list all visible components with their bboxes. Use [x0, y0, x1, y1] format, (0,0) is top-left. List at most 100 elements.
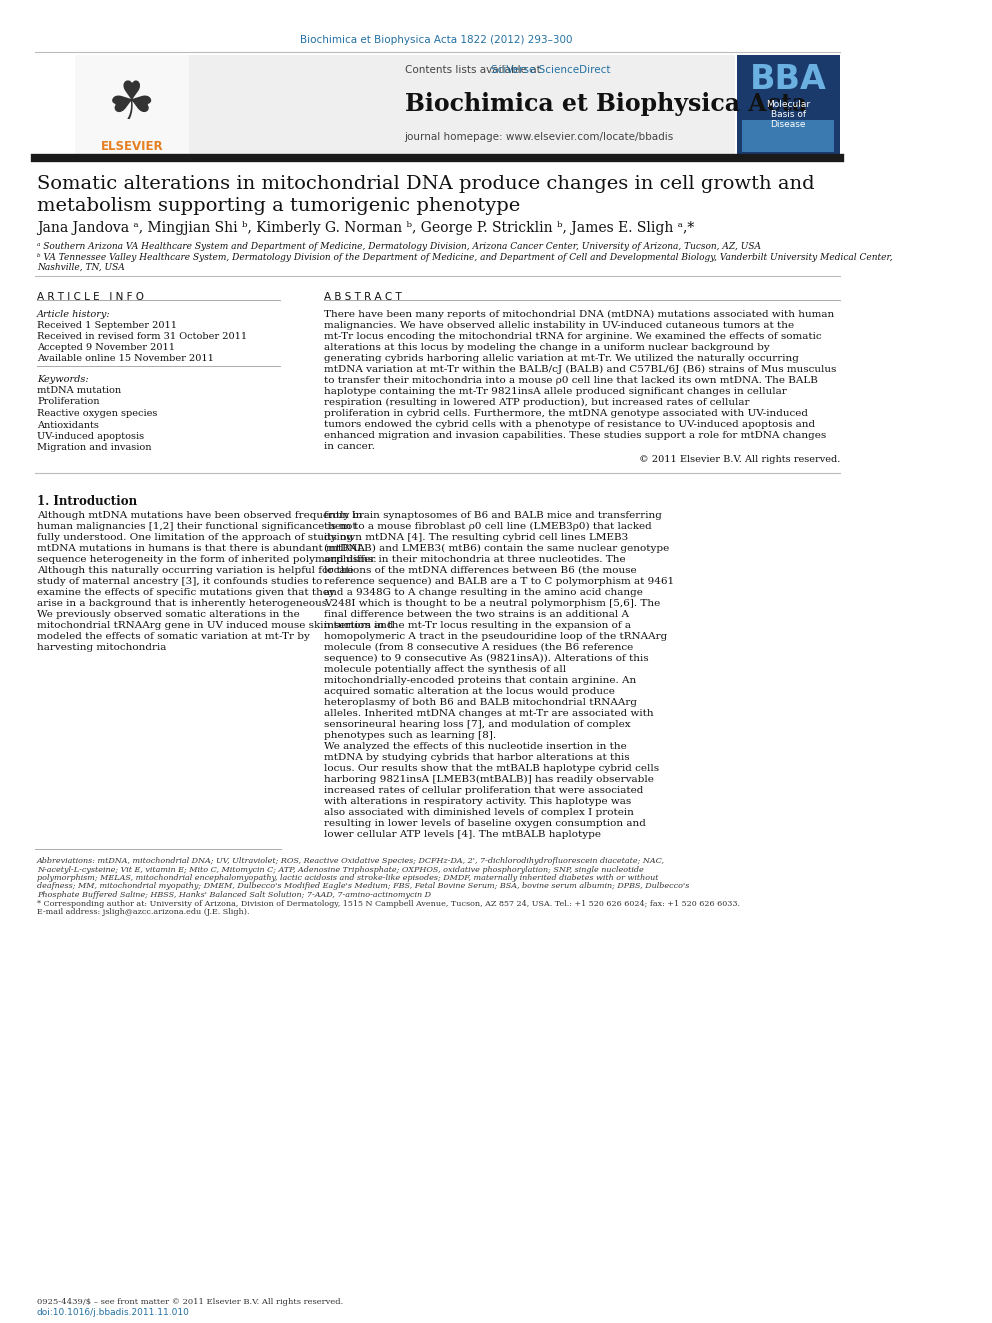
Text: Disease: Disease — [771, 120, 806, 130]
FancyBboxPatch shape — [74, 56, 189, 155]
Text: acquired somatic alteration at the locus would produce: acquired somatic alteration at the locus… — [323, 687, 615, 696]
Text: Received 1 September 2011: Received 1 September 2011 — [37, 321, 177, 329]
Text: human malignancies [1,2] their functional significance is not: human malignancies [1,2] their functiona… — [37, 523, 356, 531]
Text: molecule potentially affect the synthesis of all: molecule potentially affect the synthesi… — [323, 665, 565, 673]
Text: harboring 9821insA [LMEB3(mtBALB)] has readily observable: harboring 9821insA [LMEB3(mtBALB)] has r… — [323, 775, 654, 785]
Text: to transfer their mitochondria into a mouse ρ0 cell line that lacked its own mtD: to transfer their mitochondria into a mo… — [323, 376, 817, 385]
Text: molecule (from 8 consecutive A residues (the B6 reference: molecule (from 8 consecutive A residues … — [323, 643, 633, 652]
Text: There have been many reports of mitochondrial DNA (mtDNA) mutations associated w: There have been many reports of mitochon… — [323, 310, 834, 319]
Text: © 2011 Elsevier B.V. All rights reserved.: © 2011 Elsevier B.V. All rights reserved… — [639, 455, 840, 464]
Text: Migration and invasion: Migration and invasion — [37, 443, 152, 452]
Text: Although mtDNA mutations have been observed frequently in: Although mtDNA mutations have been obser… — [37, 511, 362, 520]
Text: mtDNA by studying cybrids that harbor alterations at this: mtDNA by studying cybrids that harbor al… — [323, 753, 629, 762]
Text: mtDNA mutations in humans is that there is abundant mtDNA: mtDNA mutations in humans is that there … — [37, 544, 365, 553]
Text: arise in a background that is inherently heterogeneous.: arise in a background that is inherently… — [37, 599, 330, 609]
Text: mitochondrial tRNAArg gene in UV induced mouse skin tumors and: mitochondrial tRNAArg gene in UV induced… — [37, 620, 394, 630]
Text: malignancies. We have observed allelic instability in UV-induced cutaneous tumor: malignancies. We have observed allelic i… — [323, 321, 794, 329]
Text: Nashville, TN, USA: Nashville, TN, USA — [37, 263, 125, 273]
Text: journal homepage: www.elsevier.com/locate/bbadis: journal homepage: www.elsevier.com/locat… — [405, 132, 674, 142]
Text: and differ in their mitochondria at three nucleotides. The: and differ in their mitochondria at thre… — [323, 556, 625, 564]
Text: lower cellular ATP levels [4]. The mtBALB haplotype: lower cellular ATP levels [4]. The mtBAL… — [323, 830, 601, 839]
Text: * Corresponding author at: University of Arizona, Division of Dermatology, 1515 : * Corresponding author at: University of… — [37, 900, 740, 908]
Text: its own mtDNA [4]. The resulting cybrid cell lines LMEB3: its own mtDNA [4]. The resulting cybrid … — [323, 533, 628, 542]
Text: ᵃ Southern Arizona VA Healthcare System and Department of Medicine, Dermatology : ᵃ Southern Arizona VA Healthcare System … — [37, 242, 761, 251]
Text: UV-induced apoptosis: UV-induced apoptosis — [37, 433, 144, 441]
Text: Abbreviations: mtDNA, mitochondrial DNA; UV, Ultraviolet; ROS, Reactive Oxidativ: Abbreviations: mtDNA, mitochondrial DNA;… — [37, 857, 665, 865]
Text: polymorphism; MELAS, mitochondrial encephalomyopathy, lactic acidosis and stroke: polymorphism; MELAS, mitochondrial encep… — [37, 875, 659, 882]
Text: study of maternal ancestry [3], it confounds studies to: study of maternal ancestry [3], it confo… — [37, 577, 322, 586]
Text: Received in revised form 31 October 2011: Received in revised form 31 October 2011 — [37, 332, 247, 341]
Text: haplotype containing the mt-Tr 9821insA allele produced significant changes in c: haplotype containing the mt-Tr 9821insA … — [323, 388, 787, 396]
Text: metabolism supporting a tumorigenic phenotype: metabolism supporting a tumorigenic phen… — [37, 197, 520, 216]
Text: alterations at this locus by modeling the change in a uniform nuclear background: alterations at this locus by modeling th… — [323, 343, 770, 352]
Text: BBA: BBA — [750, 64, 826, 97]
Text: and a 9348G to A change resulting in the amino acid change: and a 9348G to A change resulting in the… — [323, 587, 643, 597]
Text: homopolymeric A tract in the pseudouridine loop of the tRNAArg: homopolymeric A tract in the pseudouridi… — [323, 632, 667, 642]
Text: Jana Jandova ᵃ, Mingjian Shi ᵇ, Kimberly G. Norman ᵇ, George P. Stricklin ᵇ, Jam: Jana Jandova ᵃ, Mingjian Shi ᵇ, Kimberly… — [37, 221, 694, 235]
Text: Article history:: Article history: — [37, 310, 110, 319]
Text: Contents lists available at: Contents lists available at — [405, 65, 544, 75]
Text: We previously observed somatic alterations in the: We previously observed somatic alteratio… — [37, 610, 300, 619]
Text: A R T I C L E   I N F O: A R T I C L E I N F O — [37, 292, 144, 302]
Text: Phosphate Buffered Saline; HBSS, Hanks' Balanced Salt Solution; 7-AAD, 7-amino-a: Phosphate Buffered Saline; HBSS, Hanks' … — [37, 890, 431, 900]
Text: locations of the mtDNA differences between B6 (the mouse: locations of the mtDNA differences betwe… — [323, 566, 636, 576]
Text: Keywords:: Keywords: — [37, 374, 88, 384]
Text: harvesting mitochondria: harvesting mitochondria — [37, 643, 167, 652]
Text: Proliferation: Proliferation — [37, 397, 99, 406]
Text: sequence heterogeneity in the form of inherited polymorphisms.: sequence heterogeneity in the form of in… — [37, 556, 376, 564]
Text: Reactive oxygen species: Reactive oxygen species — [37, 409, 158, 418]
Text: 1. Introduction: 1. Introduction — [37, 495, 137, 508]
FancyBboxPatch shape — [742, 120, 834, 152]
Text: with alterations in respiratory activity. This haplotype was: with alterations in respiratory activity… — [323, 796, 631, 806]
Text: examine the effects of specific mutations given that they: examine the effects of specific mutation… — [37, 587, 335, 597]
Text: E-mail address: jsligh@azcc.arizona.edu (J.E. Sligh).: E-mail address: jsligh@azcc.arizona.edu … — [37, 909, 249, 917]
Text: locus. Our results show that the mtBALB haplotype cybrid cells: locus. Our results show that the mtBALB … — [323, 763, 659, 773]
Text: proliferation in cybrid cells. Furthermore, the mtDNA genotype associated with U: proliferation in cybrid cells. Furthermo… — [323, 409, 807, 418]
FancyBboxPatch shape — [737, 56, 840, 155]
Text: Accepted 9 November 2011: Accepted 9 November 2011 — [37, 343, 175, 352]
Text: modeled the effects of somatic variation at mt-Tr by: modeled the effects of somatic variation… — [37, 632, 310, 642]
Text: from brain synaptosomes of B6 and BALB mice and transferring: from brain synaptosomes of B6 and BALB m… — [323, 511, 662, 520]
FancyBboxPatch shape — [74, 56, 734, 155]
Text: Biochimica et Biophysica Acta 1822 (2012) 293–300: Biochimica et Biophysica Acta 1822 (2012… — [300, 34, 572, 45]
Text: mitochondrially-encoded proteins that contain arginine. An: mitochondrially-encoded proteins that co… — [323, 676, 636, 685]
Text: increased rates of cellular proliferation that were associated: increased rates of cellular proliferatio… — [323, 786, 643, 795]
Text: Basis of: Basis of — [771, 110, 806, 119]
Text: We analyzed the effects of this nucleotide insertion in the: We analyzed the effects of this nucleoti… — [323, 742, 627, 751]
Text: Molecular: Molecular — [766, 101, 810, 108]
Text: (mtBALB) and LMEB3( mtB6) contain the same nuclear genotype: (mtBALB) and LMEB3( mtB6) contain the sa… — [323, 544, 669, 553]
Text: doi:10.1016/j.bbadis.2011.11.010: doi:10.1016/j.bbadis.2011.11.010 — [37, 1308, 189, 1316]
Text: A B S T R A C T: A B S T R A C T — [323, 292, 402, 302]
Text: reference sequence) and BALB are a T to C polymorphism at 9461: reference sequence) and BALB are a T to … — [323, 577, 674, 586]
Text: mtDNA variation at mt-Tr within the BALB/cJ (BALB) and C57BL/6J (B6) strains of : mtDNA variation at mt-Tr within the BALB… — [323, 365, 836, 374]
Text: Antioxidants: Antioxidants — [37, 421, 99, 430]
Text: ᵇ VA Tennessee Valley Healthcare System, Dermatology Division of the Department : ᵇ VA Tennessee Valley Healthcare System,… — [37, 253, 893, 262]
Text: fully understood. One limitation of the approach of studying: fully understood. One limitation of the … — [37, 533, 353, 542]
Text: mtDNA mutation: mtDNA mutation — [37, 386, 121, 396]
Text: them to a mouse fibroblast ρ0 cell line (LMEB3ρ0) that lacked: them to a mouse fibroblast ρ0 cell line … — [323, 523, 652, 531]
Text: respiration (resulting in lowered ATP production), but increased rates of cellul: respiration (resulting in lowered ATP pr… — [323, 398, 749, 407]
Text: tumors endowed the cybrid cells with a phenotype of resistance to UV-induced apo: tumors endowed the cybrid cells with a p… — [323, 419, 814, 429]
Text: mt-Tr locus encoding the mitochondrial tRNA for arginine. We examined the effect: mt-Tr locus encoding the mitochondrial t… — [323, 332, 821, 341]
Text: in cancer.: in cancer. — [323, 442, 375, 451]
Text: alleles. Inherited mtDNA changes at mt-Tr are associated with: alleles. Inherited mtDNA changes at mt-T… — [323, 709, 654, 718]
Text: phenotypes such as learning [8].: phenotypes such as learning [8]. — [323, 732, 496, 740]
Text: generating cybrids harboring allelic variation at mt-Tr. We utilized the natural: generating cybrids harboring allelic var… — [323, 355, 799, 363]
Text: enhanced migration and invasion capabilities. These studies support a role for m: enhanced migration and invasion capabili… — [323, 431, 826, 441]
Text: Although this naturally occurring variation is helpful for the: Although this naturally occurring variat… — [37, 566, 353, 576]
Text: N-acetyl-L-cysteine; Vit E, vitamin E; Mito C, Mitomycin C; ATP, Adenosine Triph: N-acetyl-L-cysteine; Vit E, vitamin E; M… — [37, 865, 644, 873]
Text: deafness; MM, mitochondrial myopathy; DMEM, Dulbecco's Modified Eagle's Medium; : deafness; MM, mitochondrial myopathy; DM… — [37, 882, 689, 890]
Text: resulting in lower levels of baseline oxygen consumption and: resulting in lower levels of baseline ox… — [323, 819, 646, 828]
Text: Available online 15 November 2011: Available online 15 November 2011 — [37, 355, 214, 363]
Text: Biochimica et Biophysica Acta: Biochimica et Biophysica Acta — [405, 93, 806, 116]
Text: sequence) to 9 consecutive As (9821insA)). Alterations of this: sequence) to 9 consecutive As (9821insA)… — [323, 654, 649, 663]
Text: heteroplasmy of both B6 and BALB mitochondrial tRNAArg: heteroplasmy of both B6 and BALB mitocho… — [323, 699, 637, 706]
Text: ☘: ☘ — [108, 78, 156, 130]
Text: ELSEVIER: ELSEVIER — [100, 140, 164, 153]
Text: V248I which is thought to be a neutral polymorphism [5,6]. The: V248I which is thought to be a neutral p… — [323, 599, 660, 609]
Text: SciVerse ScienceDirect: SciVerse ScienceDirect — [491, 65, 610, 75]
Text: Somatic alterations in mitochondrial DNA produce changes in cell growth and: Somatic alterations in mitochondrial DNA… — [37, 175, 814, 193]
Text: insertion in the mt-Tr locus resulting in the expansion of a: insertion in the mt-Tr locus resulting i… — [323, 620, 631, 630]
Text: sensorineural hearing loss [7], and modulation of complex: sensorineural hearing loss [7], and modu… — [323, 720, 630, 729]
Text: 0925-4439/$ – see front matter © 2011 Elsevier B.V. All rights reserved.: 0925-4439/$ – see front matter © 2011 El… — [37, 1298, 343, 1306]
